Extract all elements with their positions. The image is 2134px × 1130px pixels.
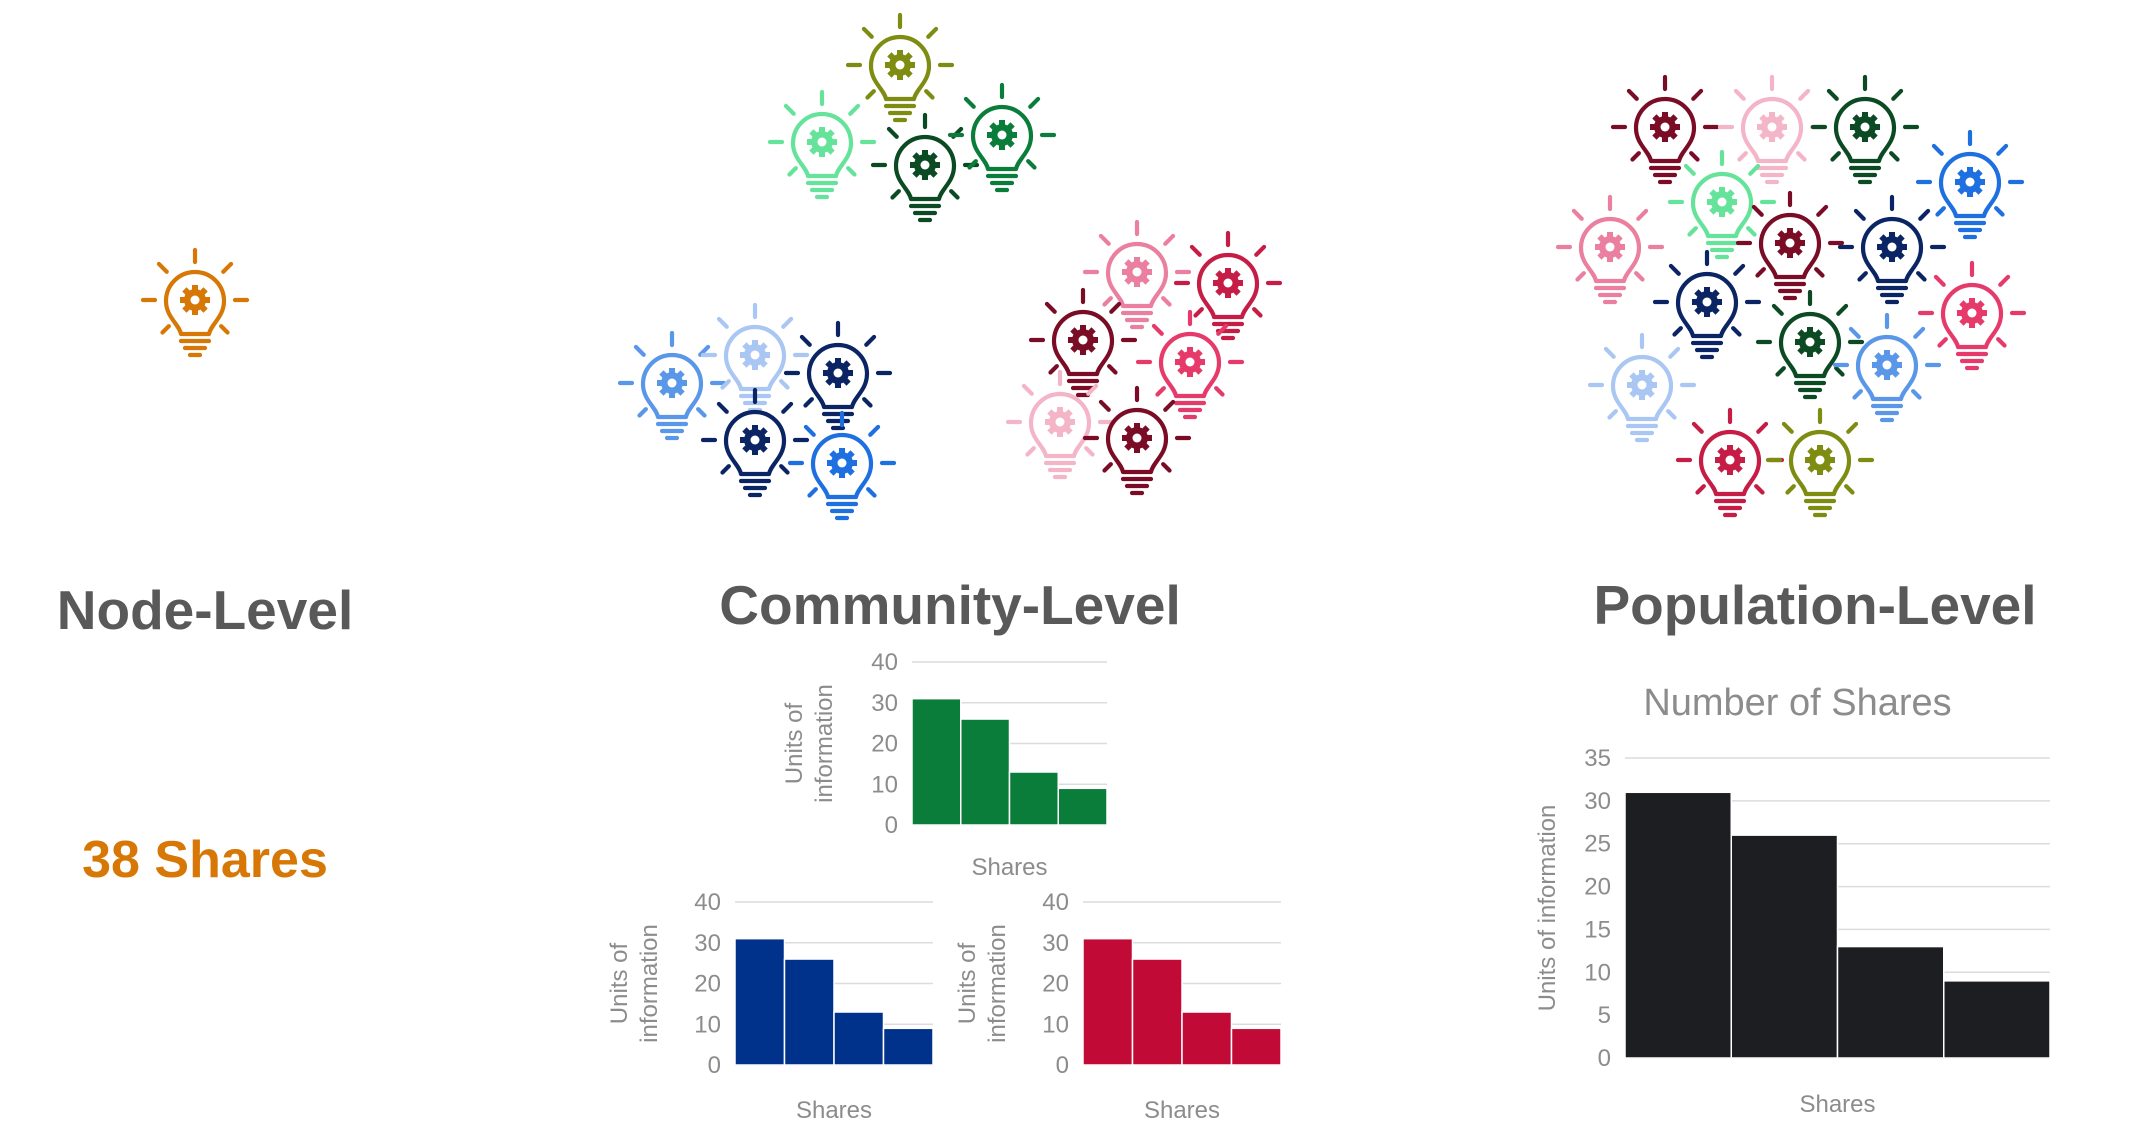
y-tick-label: 20 xyxy=(1584,874,1611,901)
lightbulb-gear-icon xyxy=(1915,129,2025,240)
bar xyxy=(1230,1027,1282,1066)
y-tick-label: 20 xyxy=(871,731,898,758)
svg-text:Units of: Units of xyxy=(954,942,981,1024)
y-tick-label: 10 xyxy=(1042,1011,1069,1038)
chart-title: Number of Shares xyxy=(1643,682,1951,724)
lightbulb-gear-icon xyxy=(1028,287,1138,398)
lightbulb-gear-icon xyxy=(1735,190,1845,301)
bar xyxy=(960,718,1011,826)
node-shares-count: 38 Shares xyxy=(82,831,328,889)
y-tick-label: 0 xyxy=(1056,1052,1069,1079)
community-chart-red: 0 10 20 30 40 Shares Units of information xyxy=(954,889,1282,1124)
x-axis-label: Shares xyxy=(796,1097,872,1124)
bar xyxy=(882,1027,934,1066)
svg-text:Units of: Units of xyxy=(781,702,808,784)
bar xyxy=(1730,834,1839,1059)
y-tick-label: 5 xyxy=(1598,1002,1611,1029)
y-tick-label: 30 xyxy=(871,690,898,717)
lightbulb-gear-icon xyxy=(1587,332,1697,443)
y-axis-label: Units of information xyxy=(954,924,1011,1043)
lightbulb-gear-icon xyxy=(1832,312,1942,423)
lightbulb-gear-icon xyxy=(947,82,1057,193)
y-axis-label: Units of information xyxy=(1534,805,1561,1012)
bar xyxy=(1181,1011,1233,1066)
x-axis-label: Shares xyxy=(971,854,1047,881)
y-tick-label: 30 xyxy=(694,930,721,957)
bar xyxy=(1624,791,1732,1059)
lightbulb-gear-icon xyxy=(1555,194,1665,305)
community-chart-green: 0 10 20 30 40 Shares Units of information xyxy=(781,649,1108,881)
lightbulb-gear-icon xyxy=(1652,249,1762,360)
population-chart: Number of Shares 0 5 10 15 20 25 30 35 Shares Unit… xyxy=(1534,682,2051,1118)
y-tick-label: 15 xyxy=(1584,916,1611,943)
y-tick-label: 35 xyxy=(1584,745,1611,772)
x-axis-label: Shares xyxy=(1144,1097,1220,1124)
population-level-heading: Population-Level xyxy=(1593,574,2037,636)
y-tick-label: 0 xyxy=(708,1052,721,1079)
lightbulb-gear-icon xyxy=(1667,149,1777,260)
lightbulb-gear-icon xyxy=(787,410,897,521)
y-tick-label: 0 xyxy=(885,812,898,839)
lightbulb-gear-icon xyxy=(700,302,810,413)
lightbulb-gear-icon xyxy=(1675,407,1785,518)
lightbulb-gear-icon xyxy=(870,112,980,223)
y-tick-label: 10 xyxy=(1584,959,1611,986)
y-tick-label: 10 xyxy=(694,1011,721,1038)
lightbulb-gear-icon xyxy=(700,387,810,498)
y-axis-label: Units of information xyxy=(606,924,663,1043)
node-level-heading: Node-Level xyxy=(56,579,354,641)
community-chart-blue: 0 10 20 30 40 Shares Units of information xyxy=(606,889,934,1124)
lightbulb-gear-icon xyxy=(1837,194,1947,305)
bar xyxy=(1943,980,2051,1059)
y-tick-label: 25 xyxy=(1584,831,1611,858)
lightbulb-gear-icon xyxy=(1082,219,1192,330)
bar xyxy=(1836,945,1945,1059)
lightbulb-gear-icon xyxy=(1917,260,2027,371)
lightbulb-gear-icon xyxy=(783,320,893,431)
y-tick-label: 40 xyxy=(694,889,721,916)
bar xyxy=(1131,958,1183,1066)
lightbulb-gear-icon xyxy=(1717,74,1827,185)
y-tick-label: 40 xyxy=(1042,889,1069,916)
lightbulb-gear-icon xyxy=(1755,289,1865,400)
x-axis-label: Shares xyxy=(1799,1091,1875,1118)
bar xyxy=(833,1011,885,1066)
lightbulb-gear-icon xyxy=(617,330,727,441)
lightbulb-gear-icon xyxy=(1610,74,1720,185)
y-tick-label: 40 xyxy=(871,649,898,676)
bar xyxy=(734,937,786,1066)
lightbulb-gear-icon xyxy=(1765,407,1875,518)
svg-text:information: information xyxy=(636,924,663,1043)
y-tick-label: 20 xyxy=(694,971,721,998)
svg-text:information: information xyxy=(811,684,838,803)
lightbulb-gear-icon xyxy=(1082,385,1192,496)
bar xyxy=(1057,787,1108,826)
bar xyxy=(1008,771,1059,826)
lightbulb-gear-icon xyxy=(767,89,877,200)
community-level-heading: Community-Level xyxy=(719,574,1181,636)
svg-text:Units of: Units of xyxy=(606,942,633,1024)
bar xyxy=(1082,937,1134,1066)
y-axis-label: Units of information xyxy=(781,684,838,803)
lightbulb-gear-icon xyxy=(140,247,250,358)
lightbulb-gear-icon xyxy=(1810,74,1920,185)
y-tick-label: 10 xyxy=(871,771,898,798)
y-tick-label: 0 xyxy=(1598,1045,1611,1072)
lightbulb-gear-icon xyxy=(845,12,955,123)
lightbulb-gear-icon xyxy=(1135,309,1245,420)
lightbulb-gear-icon xyxy=(1005,369,1115,480)
y-tick-label: 30 xyxy=(1042,930,1069,957)
y-tick-label: 20 xyxy=(1042,971,1069,998)
bar xyxy=(783,958,835,1066)
svg-text:information: information xyxy=(984,924,1011,1043)
bar xyxy=(911,697,962,826)
y-tick-label: 30 xyxy=(1584,788,1611,815)
